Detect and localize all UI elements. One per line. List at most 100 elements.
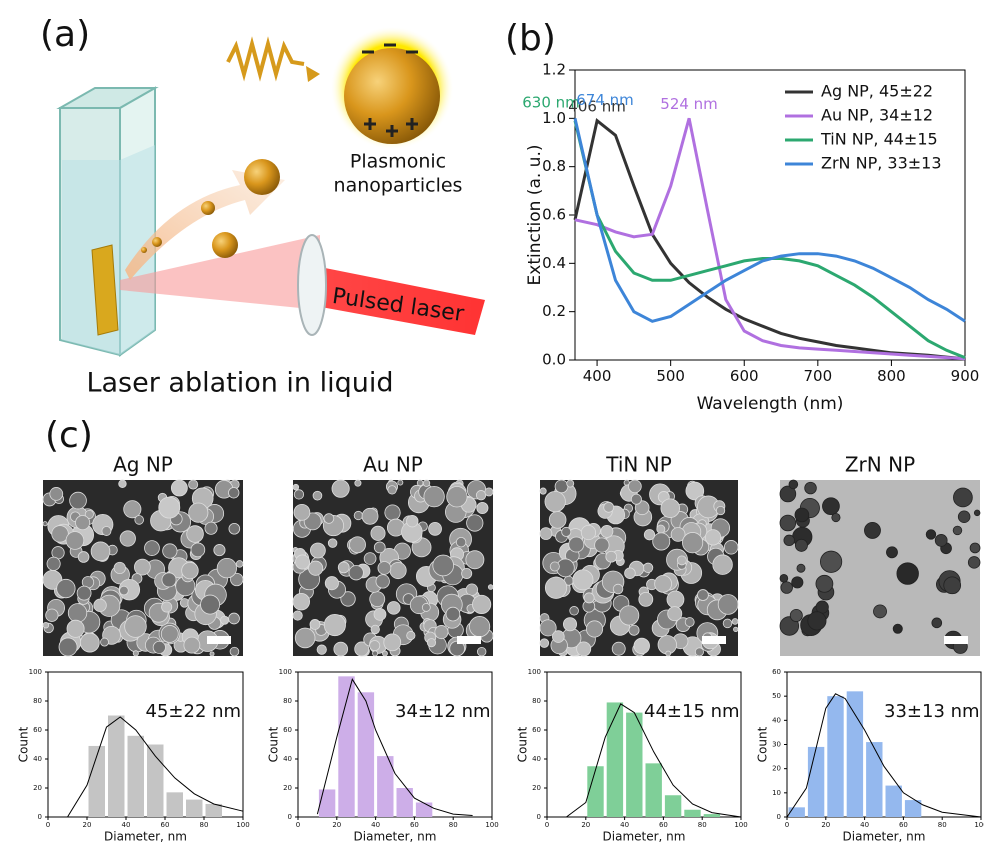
particle-image: [606, 551, 617, 562]
particle-image: [161, 625, 178, 642]
particle-image: [50, 487, 63, 500]
x-tick-label: 600: [730, 367, 759, 385]
particle-image: [189, 480, 198, 489]
particle-image: [466, 551, 484, 569]
x-tick-label: 60: [899, 821, 908, 829]
y-tick-label: 0: [288, 813, 292, 821]
y-axis-label: Count: [267, 726, 281, 762]
particle-image: [970, 543, 980, 553]
y-tick-label: 1.0: [542, 109, 566, 127]
particle-image: [816, 575, 833, 592]
y-tick-label: 30: [772, 741, 781, 749]
particle-image: [354, 511, 362, 519]
particle-image: [384, 634, 401, 651]
particle-image: [780, 574, 788, 582]
particle-image: [567, 480, 574, 487]
particle-image: [309, 561, 323, 575]
particle-image: [718, 595, 738, 615]
particle-image: [429, 522, 442, 535]
particle-image: [387, 601, 400, 614]
particle-image: [873, 605, 886, 618]
y-tick-label: 20: [33, 784, 42, 792]
particle-image: [325, 577, 338, 590]
particle-image: [191, 543, 205, 557]
particle-image: [328, 539, 337, 548]
particle-image: [472, 595, 490, 613]
histogram-bar: [128, 736, 145, 817]
particle-image: [144, 541, 159, 556]
wave-arrowhead: [306, 66, 320, 82]
x-tick-label: 700: [804, 367, 833, 385]
particle-image: [47, 557, 60, 570]
particle-image: [349, 566, 363, 580]
particle-image: [189, 503, 208, 522]
particle-image: [944, 577, 961, 594]
panel-label: (c): [45, 415, 93, 456]
particle-image: [552, 631, 564, 643]
particle-image: [795, 508, 809, 522]
particles-label: nanoparticles: [334, 175, 463, 197]
histogram-bar: [684, 810, 700, 817]
particle-image: [570, 606, 579, 615]
particle-image: [371, 526, 385, 540]
particle-image: [214, 544, 225, 555]
particle-image: [456, 537, 466, 547]
histogram-bar: [416, 803, 432, 818]
y-tick-label: 20: [772, 765, 781, 773]
x-tick-label: 100: [734, 821, 747, 829]
x-tick-label: 0: [296, 821, 300, 829]
particle: [152, 237, 162, 247]
size-annotation: 34±12 nm: [395, 701, 491, 722]
particle-image: [230, 647, 239, 656]
particle-image: [677, 556, 686, 565]
particle-image: [229, 613, 240, 624]
histogram-bar: [866, 742, 882, 817]
particle-image: [469, 616, 489, 636]
particle-image: [446, 607, 460, 621]
particle-image: [78, 552, 89, 563]
particle-image: [713, 555, 733, 575]
particle-image: [423, 480, 430, 487]
particle-image: [378, 562, 391, 575]
x-axis-label: Diameter, nm: [603, 830, 686, 844]
particle-image: [417, 480, 423, 486]
y-tick-label: 10: [772, 789, 781, 797]
histogram-bar: [358, 692, 374, 817]
particle-image: [697, 590, 708, 601]
particle-image: [80, 633, 99, 652]
particle-image: [382, 651, 387, 656]
particle-image: [317, 645, 326, 654]
particle-image: [187, 526, 204, 543]
particle-image: [974, 510, 980, 516]
particle-image: [293, 484, 299, 490]
particle-image: [586, 621, 602, 637]
particle-image: [114, 562, 125, 573]
particle-image: [540, 488, 546, 494]
particle-image: [695, 648, 703, 656]
lens: [298, 235, 326, 335]
particle-image: [488, 585, 493, 590]
particle-image: [370, 640, 380, 650]
particle-image: [295, 555, 309, 569]
particle-image: [780, 515, 796, 531]
particle-image: [295, 628, 315, 648]
y-tick-label: 60: [772, 668, 781, 676]
histogram-bar: [186, 800, 203, 817]
x-tick-label: 80: [200, 821, 209, 829]
particle-image: [655, 575, 672, 592]
particle-image: [57, 579, 75, 597]
x-tick-label: 500: [656, 367, 685, 385]
particle-image: [601, 525, 613, 537]
particle-image: [184, 637, 200, 653]
x-tick-label: 80: [938, 821, 947, 829]
particle-image: [893, 624, 902, 633]
histogram-bar: [808, 747, 824, 817]
particle: [201, 201, 215, 215]
y-tick-label: 40: [283, 755, 292, 763]
x-tick-label: 80: [698, 821, 707, 829]
particle-image: [182, 562, 199, 579]
histogram-bar: [704, 814, 720, 817]
x-tick-label: 0: [785, 821, 789, 829]
particle-image: [125, 616, 147, 638]
particle-image: [724, 540, 738, 554]
